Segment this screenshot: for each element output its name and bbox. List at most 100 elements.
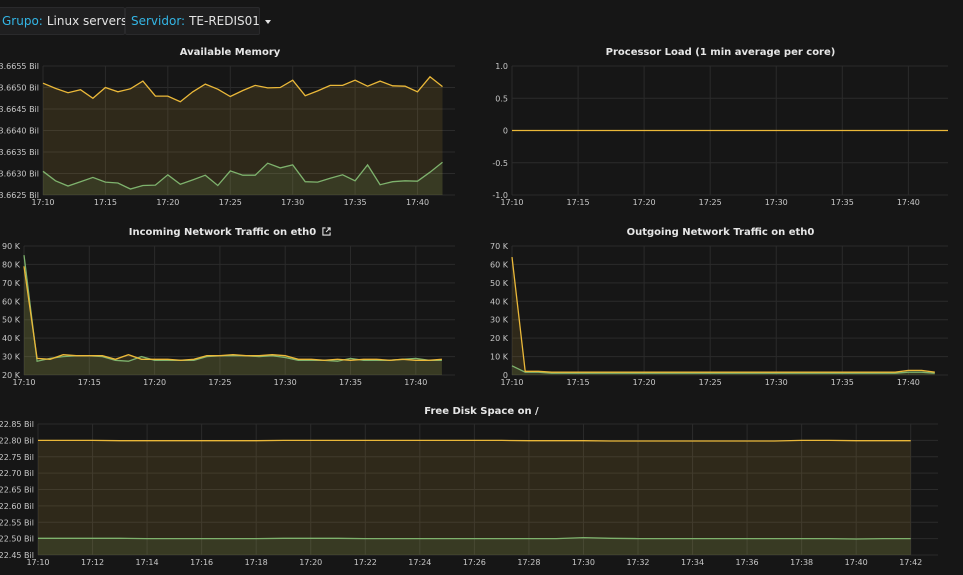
- data-point: [908, 130, 909, 131]
- data-point: [419, 440, 420, 441]
- data-point: [245, 355, 246, 356]
- y-tick-label: 40 K: [2, 334, 21, 343]
- series-line[interactable]: [23, 255, 442, 362]
- data-point: [934, 130, 935, 131]
- x-tick-label: 17:15: [567, 198, 590, 207]
- data-point: [259, 355, 260, 356]
- series-line[interactable]: [38, 536, 911, 540]
- free-disk-space-panel[interactable]: Free Disk Space on / 22.85 Bil 22.80 Bil 2…: [0, 406, 963, 575]
- data-point: [696, 130, 697, 131]
- series-line[interactable]: [23, 266, 442, 361]
- data-point: [670, 372, 671, 373]
- data-point: [501, 440, 502, 441]
- data-point: [578, 372, 579, 373]
- data-point: [155, 96, 156, 97]
- x-tick-label: 17:38: [790, 558, 813, 567]
- x-tick-label: 17:40: [897, 198, 920, 207]
- data-point: [895, 130, 896, 131]
- data-point: [538, 130, 539, 131]
- grupo-dropdown[interactable]: Grupo: Linux servers: [0, 7, 139, 35]
- servidor-dropdown[interactable]: Servidor: TE-REDIS01: [125, 7, 271, 35]
- data-point: [644, 372, 645, 373]
- data-point: [283, 440, 284, 441]
- data-point: [37, 440, 38, 441]
- data-point: [881, 130, 882, 131]
- series-area-fill: [43, 162, 443, 195]
- x-tick-label: 17:10: [500, 198, 523, 207]
- data-point: [815, 130, 816, 131]
- data-point: [342, 85, 343, 86]
- data-point: [442, 86, 443, 87]
- data-point: [174, 538, 175, 539]
- y-tick-label: 60 K: [490, 260, 509, 269]
- chart-svg[interactable]: 3.6655 Bil 3.6650 Bil 3.6645 Bil 3.6640 Bil…: [0, 60, 460, 215]
- series-line[interactable]: [42, 75, 443, 103]
- data-point: [256, 440, 257, 441]
- grupo-value: Linux servers: [46, 14, 128, 28]
- incoming-network-panel[interactable]: Incoming Network Traffic on eth0 90 K 80 …: [0, 227, 460, 395]
- data-point: [610, 440, 611, 441]
- x-tick-label: 17:35: [339, 378, 362, 387]
- data-point: [310, 538, 311, 539]
- data-point: [881, 372, 882, 373]
- data-point: [405, 180, 406, 181]
- data-point: [305, 181, 306, 182]
- y-tick-label: 90 K: [2, 242, 21, 251]
- x-tick-label: 17:15: [567, 378, 590, 387]
- x-tick-label: 17:25: [699, 378, 722, 387]
- data-point: [350, 358, 351, 359]
- external-link-icon[interactable]: [322, 227, 331, 238]
- y-tick-label: 22.55 Bil: [0, 518, 34, 527]
- data-point: [342, 174, 343, 175]
- x-tick-label: 17:15: [78, 378, 101, 387]
- x-tick-label: 17:18: [245, 558, 268, 567]
- x-tick-label: 17:20: [156, 198, 179, 207]
- data-point: [710, 130, 711, 131]
- data-point: [365, 440, 366, 441]
- data-point: [429, 172, 430, 173]
- data-point: [511, 365, 512, 366]
- data-point: [392, 538, 393, 539]
- data-point: [474, 440, 475, 441]
- data-point: [92, 177, 93, 178]
- data-point: [292, 80, 293, 81]
- chart-svg[interactable]: 90 K 80 K 70 K 60 K 50 K 40 K 30 K 20 K17:10 17:…: [0, 240, 460, 395]
- chart-svg[interactable]: 70 K 60 K 50 K 40 K 30 K 20 K 10 K 017:10 17:15 1…: [478, 240, 963, 395]
- data-point: [324, 360, 325, 361]
- data-point: [405, 86, 406, 87]
- data-point: [23, 266, 24, 267]
- chart-svg[interactable]: 1.0 0.5 0 -0.5 -1.017:10 17:15 17:20 17:25 17:30…: [478, 60, 963, 215]
- data-point: [142, 185, 143, 186]
- outgoing-network-panel[interactable]: Outgoing Network Traffic on eth0 70 K 60 …: [478, 227, 963, 395]
- available-memory-panel[interactable]: Available Memory 3.6655 Bil 3.6650 Bil 3.6…: [0, 47, 460, 215]
- data-point: [192, 91, 193, 92]
- data-point: [747, 538, 748, 539]
- x-tick-label: 17:25: [208, 378, 231, 387]
- y-tick-label: 70 K: [2, 279, 21, 288]
- series-line[interactable]: [42, 161, 443, 190]
- data-point: [155, 185, 156, 186]
- data-point: [350, 360, 351, 361]
- data-point: [154, 359, 155, 360]
- data-point: [525, 371, 526, 372]
- data-point: [528, 538, 529, 539]
- data-point: [564, 130, 565, 131]
- series-line[interactable]: [511, 365, 935, 374]
- x-tick-label: 17:40: [406, 198, 429, 207]
- processor-load-panel[interactable]: Processor Load (1 min average per core) …: [478, 47, 963, 215]
- series-line[interactable]: [511, 257, 935, 373]
- series-line[interactable]: [38, 439, 911, 442]
- data-point: [749, 372, 750, 373]
- data-point: [723, 372, 724, 373]
- data-point: [147, 538, 148, 539]
- data-point: [92, 538, 93, 539]
- x-tick-label: 17:35: [344, 198, 367, 207]
- data-point: [604, 130, 605, 131]
- chart-svg[interactable]: 22.85 Bil 22.80 Bil 22.75 Bil 22.70 Bil 22.6…: [0, 419, 963, 575]
- y-tick-label: 3.6645 Bil: [0, 105, 39, 114]
- data-point: [255, 175, 256, 176]
- data-point: [42, 171, 43, 172]
- data-point: [392, 440, 393, 441]
- data-point: [692, 538, 693, 539]
- x-tick-label: 17:30: [765, 378, 788, 387]
